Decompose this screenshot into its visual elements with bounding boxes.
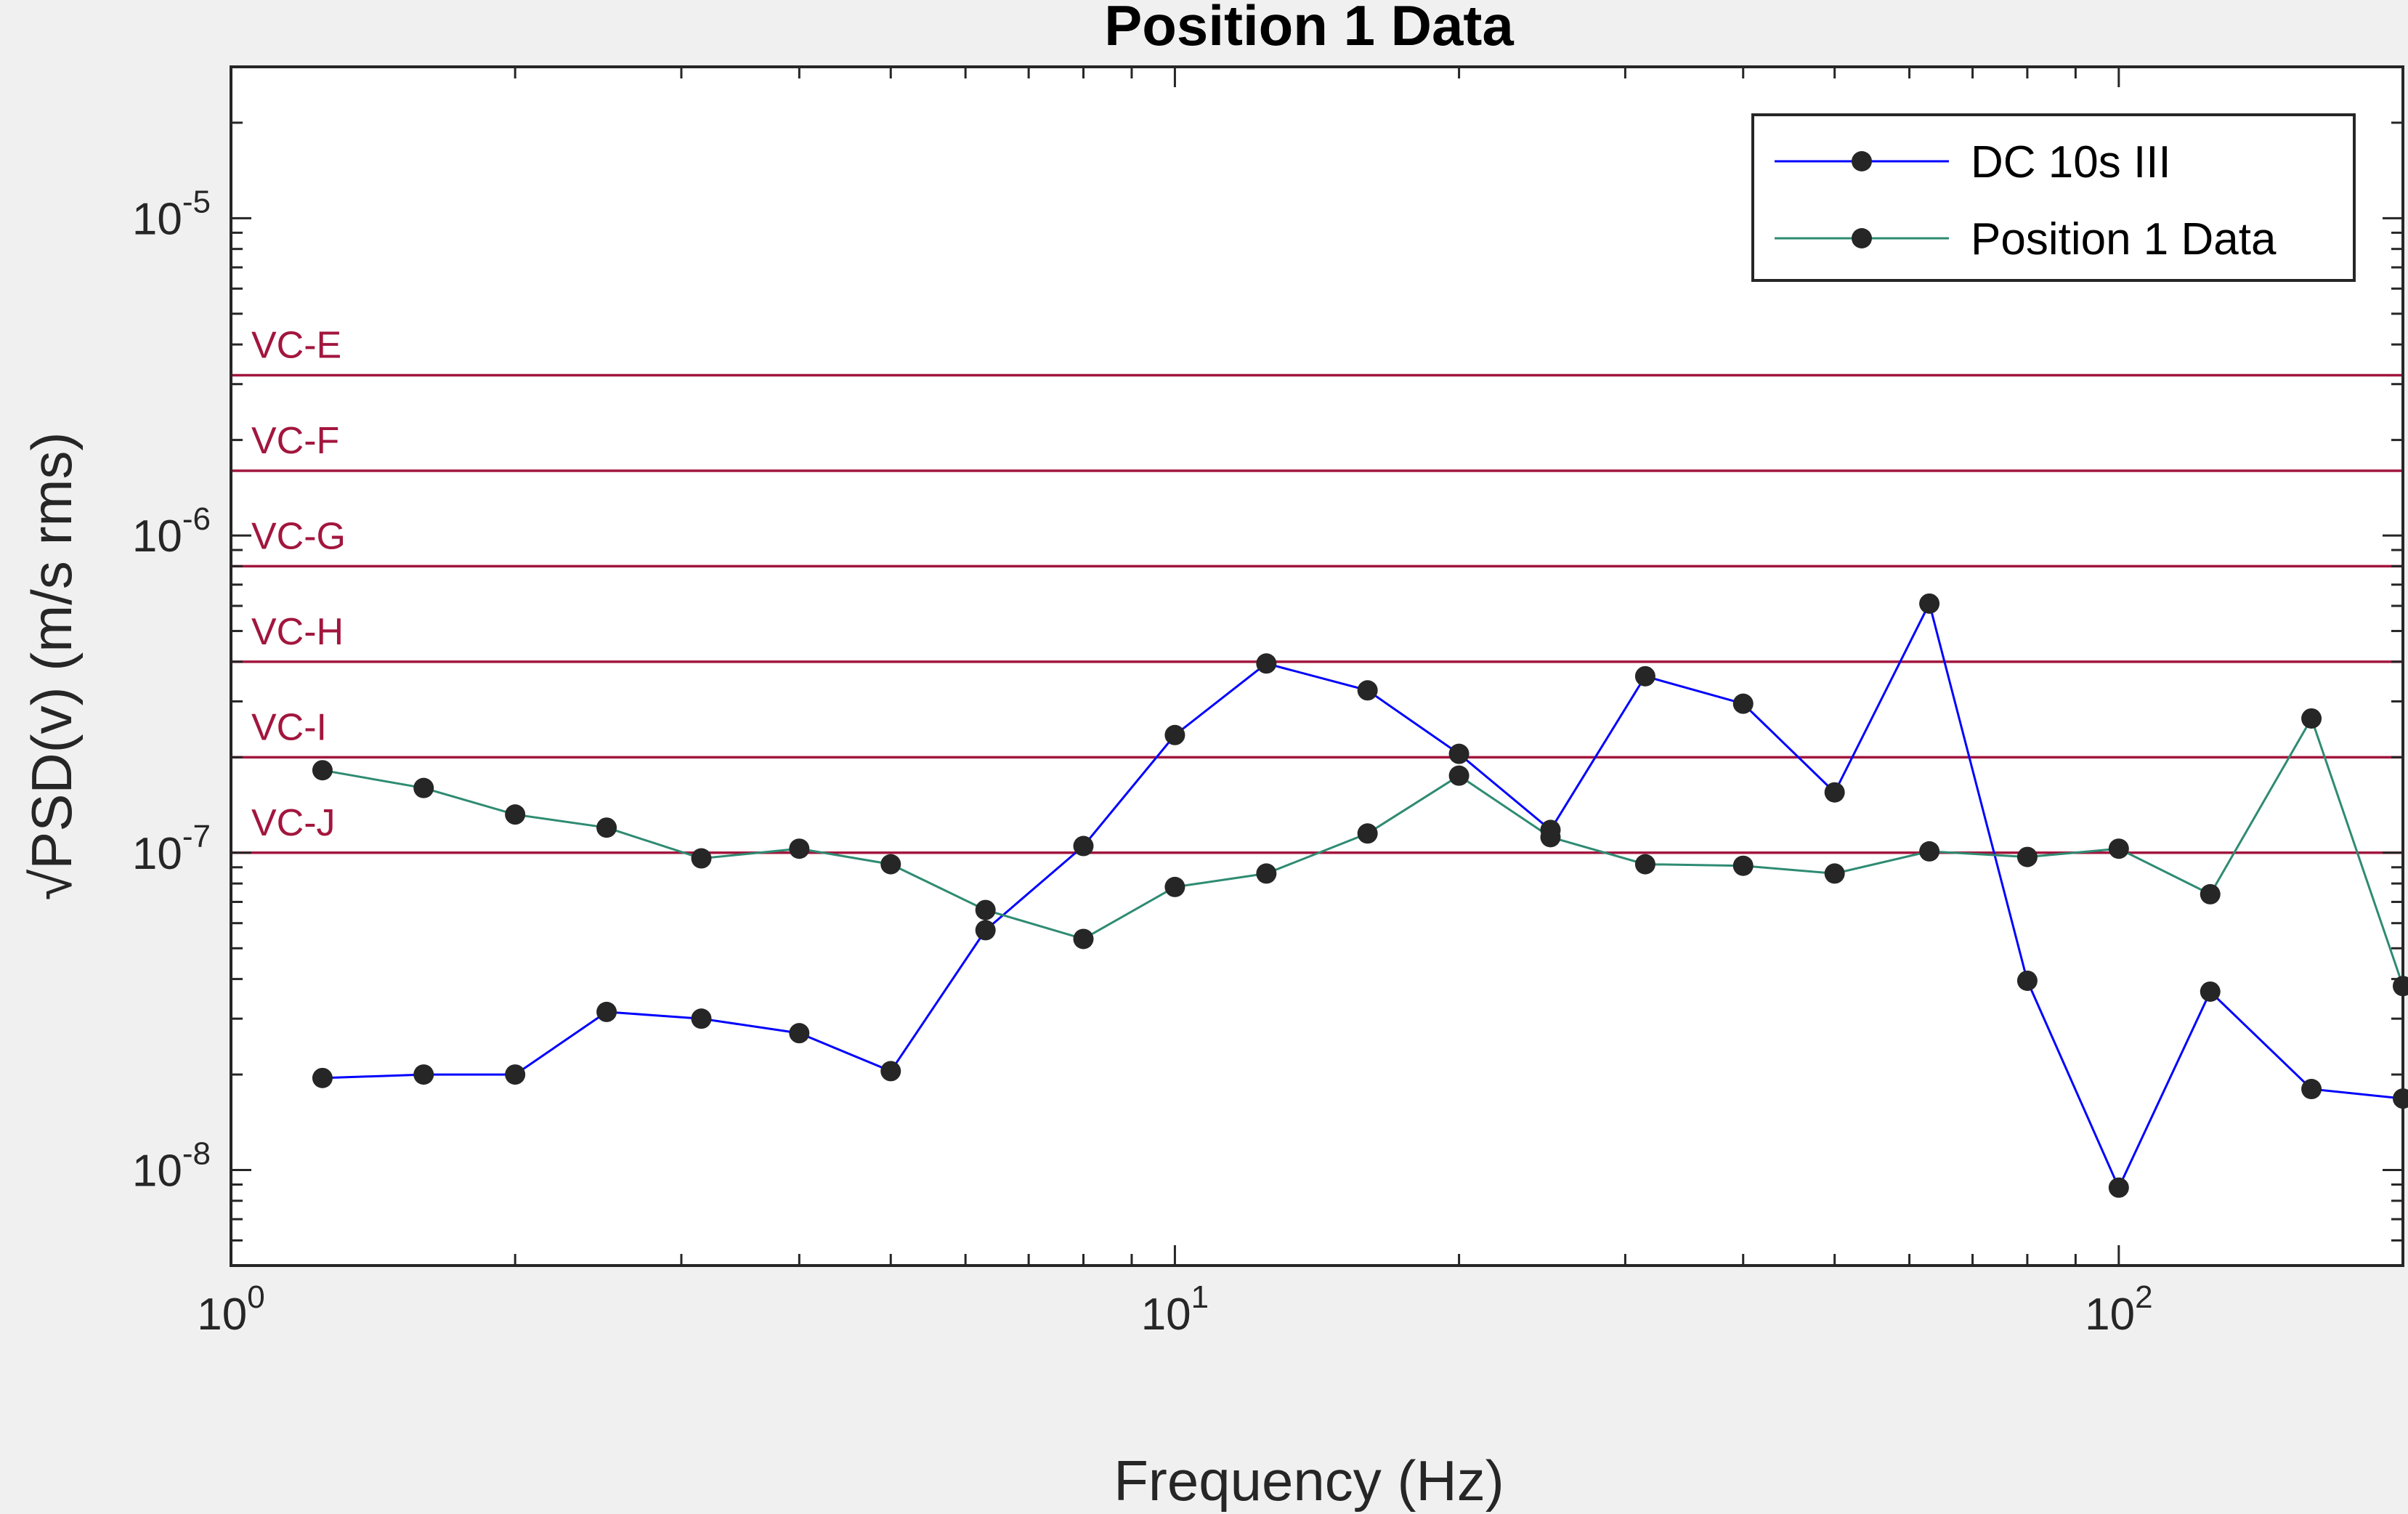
reference-line-label: VC-F	[251, 420, 339, 462]
data-point-series-2	[2108, 838, 2129, 859]
data-point-series-2	[1256, 863, 1277, 884]
data-point-series-1	[2301, 1079, 2322, 1100]
legend-entry-label: DC 10s III	[1971, 137, 2171, 187]
data-point-series-2	[505, 804, 526, 825]
data-point-series-1	[505, 1064, 526, 1085]
data-point-series-2	[1732, 855, 1754, 876]
reference-line-label: VC-G	[251, 515, 346, 557]
x-axis-label: Frequency (Hz)	[1114, 1449, 1504, 1513]
reference-lines: VC-E VC-F VC-G VC-H VC-I VC-J	[231, 324, 2403, 854]
y-tick-label: 10-6	[132, 501, 211, 562]
data-point-series-2	[1073, 928, 1094, 950]
data-point-series-2	[2301, 708, 2322, 729]
data-point-series-1	[1164, 724, 1185, 745]
data-point-series-1	[975, 920, 996, 941]
data-point-series-2	[1919, 841, 1940, 862]
data-point-series-2	[1540, 827, 1561, 848]
x-tick-label: 100	[197, 1279, 264, 1340]
reference-line-label: VC-H	[251, 611, 344, 653]
data-point-series-1	[1448, 743, 1469, 764]
legend-box	[1751, 113, 2356, 282]
data-point-series-2	[1448, 765, 1469, 786]
legend-swatch-marker	[1852, 228, 1872, 248]
reference-line-label: VC-E	[251, 324, 341, 366]
legend-entry-label: Position 1 Data	[1971, 214, 2277, 264]
reference-line-label: VC-I	[251, 706, 327, 748]
data-point-series-2	[596, 817, 617, 838]
y-tick-label: 10-8	[132, 1136, 211, 1197]
data-point-series-2	[975, 899, 996, 920]
data-point-series-1	[2200, 981, 2221, 1002]
data-point-series-2	[1357, 823, 1378, 844]
y-tick-label: 10-5	[132, 184, 211, 244]
data-point-series-2	[413, 777, 434, 798]
data-point-series-1	[1732, 693, 1754, 714]
data-point-series-2	[2016, 846, 2038, 867]
data-point-series-1	[789, 1023, 810, 1044]
series-layer	[312, 593, 2408, 1198]
data-point-series-2	[880, 854, 901, 875]
data-point-series-1	[1357, 680, 1378, 701]
y-tick-label: 10-7	[132, 819, 211, 879]
data-point-series-1	[413, 1064, 434, 1085]
data-point-series-1	[596, 1001, 617, 1022]
data-point-series-2	[789, 838, 810, 859]
data-point-series-1	[691, 1008, 712, 1029]
plot-frame	[230, 65, 2404, 1267]
data-point-series-2	[2200, 883, 2221, 904]
legend: DC 10s III Position 1 Data	[1751, 113, 2356, 282]
data-point-series-1	[1824, 782, 1845, 803]
x-axis: 100 101 102	[197, 67, 2404, 1340]
x-tick-label: 102	[2085, 1279, 2152, 1340]
data-point-series-2	[1824, 863, 1845, 884]
data-point-series-2	[1164, 876, 1185, 897]
legend-swatch-marker	[1852, 151, 1872, 171]
data-point-series-2	[1634, 854, 1655, 875]
x-tick-label: 101	[1141, 1279, 1209, 1340]
data-point-series-1	[2016, 970, 2038, 991]
data-point-series-1	[2108, 1177, 2129, 1198]
data-point-series-2	[691, 848, 712, 869]
reference-line-label: VC-J	[251, 802, 336, 844]
data-point-series-1	[1073, 835, 1094, 857]
data-point-series-1	[880, 1061, 901, 1082]
data-point-series-1	[312, 1067, 333, 1088]
y-axis-label: √PSD(v) (m/s rms)	[20, 432, 84, 900]
chart-title: Position 1 Data	[1104, 0, 1514, 57]
y-axis: 10-8 10-7 10-6 10-5	[132, 121, 2403, 1267]
data-point-series-1	[1919, 593, 1940, 614]
data-point-series-2	[312, 760, 333, 781]
data-point-series-1	[1256, 653, 1277, 674]
data-point-series-1	[1634, 665, 1655, 687]
